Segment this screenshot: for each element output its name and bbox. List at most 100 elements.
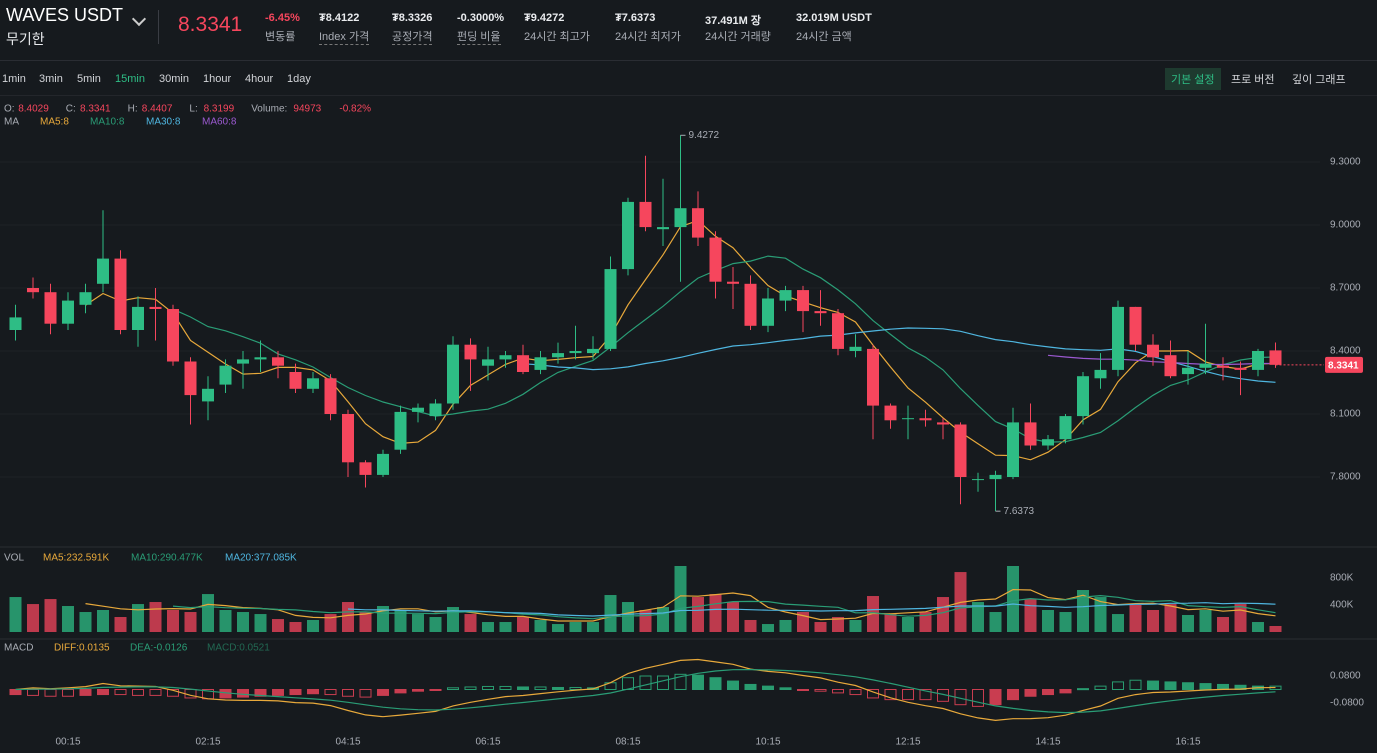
y-tick-label: 7.8000 xyxy=(1330,472,1361,483)
candle-body xyxy=(377,453,389,475)
candle-body xyxy=(1269,350,1282,365)
volume-bar xyxy=(797,612,809,632)
macd-legend-item: MACD xyxy=(4,643,33,654)
volume-bar xyxy=(324,614,337,632)
price-tag-label: 8.3341 xyxy=(1328,360,1359,371)
macd-bar xyxy=(254,689,267,697)
macd-legend-item: DIFF:0.0135 xyxy=(54,643,110,654)
volume-bar xyxy=(814,622,827,632)
interval-button[interactable]: 5min xyxy=(77,73,101,85)
ma-line xyxy=(522,327,1276,383)
candle-body xyxy=(639,201,652,228)
macd-bar xyxy=(377,689,389,696)
volume-bar xyxy=(622,602,634,632)
volume-bar xyxy=(517,617,529,632)
macd-bar xyxy=(1077,688,1089,691)
macd-bar xyxy=(1164,681,1177,690)
volume-bar xyxy=(1077,590,1089,632)
macd-bar xyxy=(1129,679,1142,690)
candle-body xyxy=(779,290,792,301)
candle-body xyxy=(867,348,879,406)
interval-button[interactable]: 30min xyxy=(159,73,189,85)
candle-body xyxy=(237,359,249,364)
macd-bar xyxy=(1182,682,1194,690)
candle-body xyxy=(587,348,599,354)
candle-body xyxy=(464,344,477,360)
macd-bar xyxy=(989,689,1002,706)
stat-label: Index 가격 xyxy=(319,28,370,45)
macd-bar xyxy=(1094,685,1107,690)
volume-bar xyxy=(1112,614,1124,632)
info-label: C: xyxy=(66,104,76,115)
symbol[interactable]: WAVES USDT xyxy=(6,5,124,25)
volume-bar xyxy=(849,619,862,632)
volume-bar xyxy=(359,612,372,632)
macd-bar xyxy=(1112,681,1124,690)
interval-button[interactable]: 4hour xyxy=(245,73,274,85)
stat-label: 24시간 최고가 xyxy=(524,31,590,43)
volume-bar xyxy=(727,602,739,632)
macd-bar xyxy=(307,689,319,695)
candle-body xyxy=(1129,306,1142,345)
candle-body xyxy=(902,418,914,420)
divider xyxy=(0,60,1377,61)
macd-bar xyxy=(324,689,337,696)
macd-panel xyxy=(9,658,1282,722)
y-tick-label: 800K xyxy=(1330,573,1354,584)
volume-bar xyxy=(1199,609,1212,632)
macd-bar xyxy=(884,689,897,701)
macd-bar xyxy=(482,685,494,691)
interval-button[interactable]: 15min xyxy=(115,73,145,85)
vol-ma-line xyxy=(85,588,1276,622)
view-button[interactable]: 프로 버전 xyxy=(1231,74,1275,86)
candle-body xyxy=(569,351,582,354)
interval-button[interactable]: 1hour xyxy=(203,73,232,85)
interval-button[interactable]: 1day xyxy=(287,73,311,85)
view-button[interactable]: 기본 설정 xyxy=(1165,68,1221,90)
macd-bar xyxy=(1042,689,1054,696)
volume-bar xyxy=(44,599,57,632)
candle-body xyxy=(359,462,372,475)
macd-bar xyxy=(394,689,407,694)
macd-bar xyxy=(517,686,529,690)
vol-ma-line xyxy=(347,602,1276,617)
volume-bar xyxy=(674,566,687,632)
y-tick-label: 400K xyxy=(1330,600,1354,611)
candle-body xyxy=(762,298,774,326)
stat-label: 24시간 거래량 xyxy=(705,31,771,43)
price-panel xyxy=(0,135,1320,512)
volume-bar xyxy=(692,597,704,632)
volume-bar xyxy=(744,619,757,632)
macd-bar xyxy=(412,689,424,692)
y-tick-label: 8.7000 xyxy=(1330,283,1361,294)
ma-title: MA xyxy=(4,117,19,128)
macd-bar xyxy=(44,689,57,697)
volume-bar xyxy=(587,622,599,632)
interval-button[interactable]: 1min xyxy=(2,73,26,85)
ma-legend-item: MA5:8 xyxy=(40,117,69,128)
x-tick-label: 06:15 xyxy=(475,737,500,748)
volume-bar xyxy=(79,612,92,632)
view-button[interactable]: 깊이 그래프 xyxy=(1292,74,1346,86)
y-tick-label: -0.0800 xyxy=(1330,698,1364,709)
info-value: 8.3341 xyxy=(80,104,111,115)
candle-body xyxy=(149,306,162,309)
macd-bar xyxy=(727,680,739,690)
candle-body xyxy=(132,306,144,330)
candle-body xyxy=(1147,344,1159,358)
volume-bar xyxy=(1007,566,1019,632)
stat-label: 24시간 금액 xyxy=(796,31,852,43)
macd-bar xyxy=(9,689,22,696)
extreme-label: 9.4272 xyxy=(689,130,720,141)
candle-body xyxy=(1164,355,1177,377)
candle-body xyxy=(1234,367,1247,370)
symbol-dropdown[interactable] xyxy=(131,11,147,27)
interval-button[interactable]: 3min xyxy=(39,73,63,85)
volume-bar xyxy=(1182,614,1194,632)
volume-bar xyxy=(1234,604,1247,632)
candle-body xyxy=(342,414,354,463)
candle-body xyxy=(622,201,634,270)
macd-bar xyxy=(499,685,512,691)
macd-bar xyxy=(709,677,722,690)
